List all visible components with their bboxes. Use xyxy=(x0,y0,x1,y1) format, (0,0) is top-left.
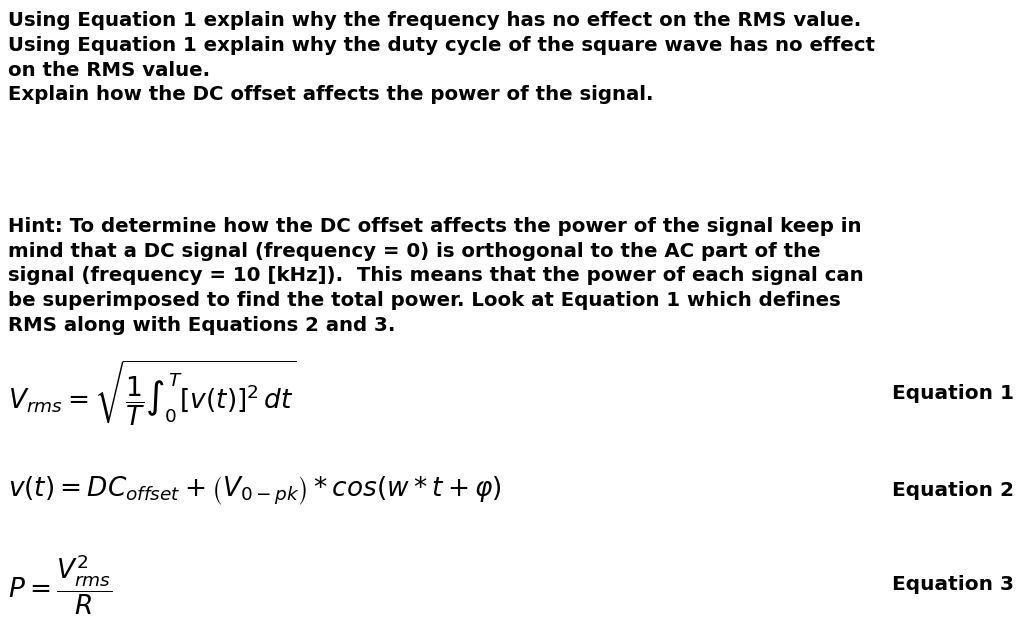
Text: $V_{rms} = \sqrt{\dfrac{1}{T}\int_0^T [v(t)]^2\, dt}$: $V_{rms} = \sqrt{\dfrac{1}{T}\int_0^T [v… xyxy=(8,359,296,428)
Text: $P = \dfrac{V_{rms}^2}{R}$: $P = \dfrac{V_{rms}^2}{R}$ xyxy=(8,553,113,617)
Text: Equation 3: Equation 3 xyxy=(892,576,1014,594)
Text: Hint: To determine how the DC offset affects the power of the signal keep in
min: Hint: To determine how the DC offset aff… xyxy=(8,217,864,335)
Text: Equation 2: Equation 2 xyxy=(892,481,1014,500)
Text: Using Equation 1 explain why the frequency has no effect on the RMS value.
Using: Using Equation 1 explain why the frequen… xyxy=(8,11,876,104)
Text: $v(t) = DC_{offset} + \left(V_{0-pk}\right) * cos(w * t + \varphi)$: $v(t) = DC_{offset} + \left(V_{0-pk}\rig… xyxy=(8,474,502,507)
Text: Equation 1: Equation 1 xyxy=(892,384,1014,403)
